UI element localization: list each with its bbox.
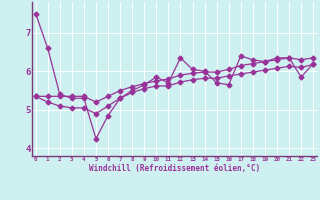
- X-axis label: Windchill (Refroidissement éolien,°C): Windchill (Refroidissement éolien,°C): [89, 164, 260, 173]
